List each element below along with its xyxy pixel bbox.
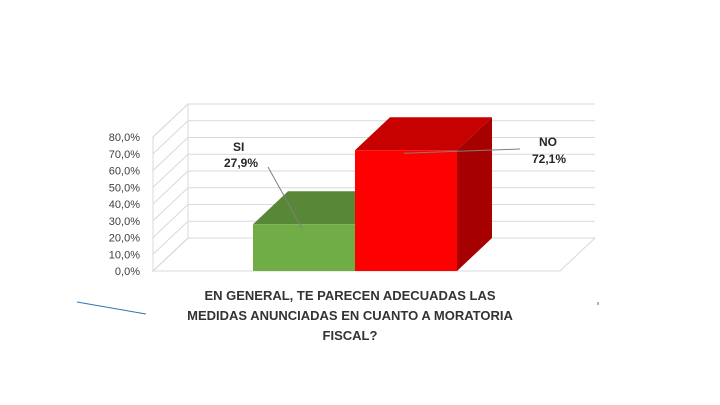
bar-side-face — [457, 117, 492, 271]
chart-title-line-2: MEDIDAS ANUNCIADAS EN CUANTO A MORATORIA — [187, 308, 513, 323]
y-tick-label: 10,0% — [109, 249, 140, 261]
decorative-line — [76, 301, 147, 315]
y-tick-label: 80,0% — [109, 132, 140, 144]
chart-title: EN GENERAL, TE PARECEN ADECUADAS LAS MED… — [130, 286, 570, 346]
y-tick-label: 40,0% — [109, 199, 140, 211]
gridline — [152, 103, 595, 138]
y-tick-label: 70,0% — [109, 149, 140, 161]
y-tick-label: 0,0% — [115, 266, 140, 278]
data-label-no-value: 72,1% — [532, 152, 566, 166]
data-labels: SI 27,9% NO 72,1% — [224, 135, 566, 229]
data-label-si-category: SI — [233, 140, 244, 154]
bar-top-face — [355, 117, 492, 151]
data-label-no-category: NO — [539, 135, 557, 149]
y-axis-ticks: 0,0% 10,0% 20,0% 30,0% 40,0% 50,0% 60,0% 70,0% 8… — [109, 132, 140, 278]
bar-front-face — [355, 150, 457, 271]
y-tick-label: 50,0% — [109, 182, 140, 194]
leader-line-no — [403, 148, 521, 154]
data-label-si-value: 27,9% — [224, 156, 258, 170]
bar-no — [355, 117, 492, 271]
y-tick-label: 30,0% — [109, 216, 140, 228]
bar-front-face — [253, 224, 355, 271]
chart-title-line-3: FISCAL? — [322, 328, 378, 343]
leader-line-si — [267, 166, 303, 229]
bars — [253, 117, 492, 271]
y-tick-label: 20,0% — [109, 233, 140, 245]
y-tick-label: 60,0% — [109, 166, 140, 178]
chart-title-line-1: EN GENERAL, TE PARECEN ADECUADAS LAS — [204, 288, 496, 303]
